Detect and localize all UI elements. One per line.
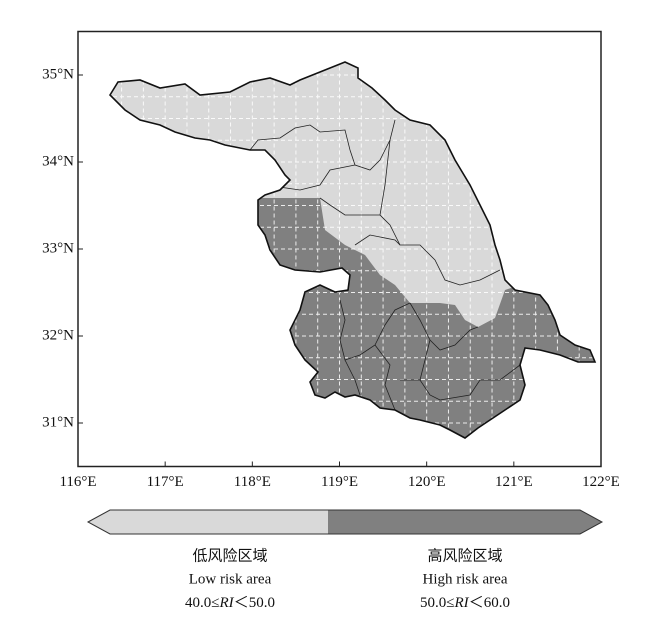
city-borders: [249, 119, 521, 411]
y-tick-label: 35°N: [42, 66, 74, 82]
x-tick-label: 122°E: [582, 474, 620, 490]
legend-range-part: RI: [454, 595, 470, 611]
y-tick-label: 34°N: [42, 153, 74, 169]
x-tick-label: 120°E: [408, 474, 446, 490]
legend-range-part: 50.0≤: [420, 595, 454, 611]
legend-label-zh: 高风险区域: [427, 547, 502, 565]
legend-range: 40.0≤RI＜50.0: [185, 595, 275, 611]
legend-range-part: RI: [219, 595, 235, 611]
legend-range-part: ＜60.0: [469, 595, 510, 611]
x-tick-label: 118°E: [234, 474, 271, 490]
axes: 116°E 117°E 118°E 119°E 120°E 121°E 122°E 31°N 3…: [42, 66, 620, 490]
y-tick-label: 31°N: [42, 414, 74, 430]
legend-label-en: Low risk area: [189, 571, 272, 587]
legend-range-part: ＜50.0: [234, 595, 275, 611]
legend-range: 50.0≤RI＜60.0: [420, 595, 510, 611]
x-tick-label: 119°E: [321, 474, 358, 490]
legend-range-part: 40.0≤: [185, 595, 219, 611]
colorbar-segment: [88, 510, 328, 534]
x-tick-label: 117°E: [147, 474, 184, 490]
legend-label-en: High risk area: [423, 571, 508, 587]
colorbar-segment: [328, 510, 602, 534]
x-tick-label: 116°E: [59, 474, 96, 490]
x-tick-label: 121°E: [495, 474, 533, 490]
y-tick-label: 33°N: [42, 240, 74, 256]
legend-label-zh: 低风险区域: [192, 547, 267, 565]
colorbar-outline: [86, 509, 604, 535]
y-tick-label: 32°N: [42, 327, 74, 343]
